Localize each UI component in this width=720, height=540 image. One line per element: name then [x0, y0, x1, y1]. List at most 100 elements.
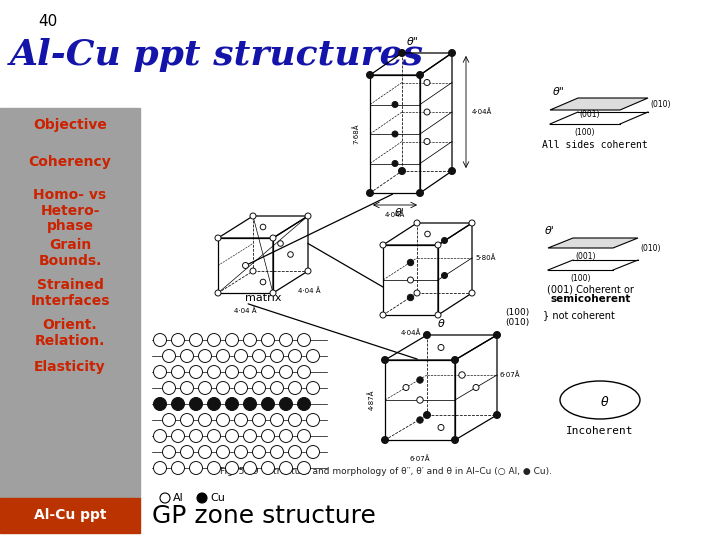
- Circle shape: [243, 334, 256, 347]
- Text: 6·07Å: 6·07Å: [410, 455, 431, 462]
- Circle shape: [225, 429, 238, 442]
- Circle shape: [416, 190, 423, 197]
- Circle shape: [207, 334, 220, 347]
- Circle shape: [217, 381, 230, 395]
- Circle shape: [217, 446, 230, 458]
- Circle shape: [414, 290, 420, 296]
- Circle shape: [199, 381, 212, 395]
- Circle shape: [392, 102, 398, 107]
- Circle shape: [199, 446, 212, 458]
- Circle shape: [197, 493, 207, 503]
- Circle shape: [424, 79, 430, 85]
- Text: (001): (001): [580, 111, 600, 119]
- Circle shape: [207, 366, 220, 379]
- Text: θ: θ: [438, 319, 444, 329]
- Circle shape: [305, 213, 311, 219]
- Text: 4·04Å: 4·04Å: [400, 329, 420, 336]
- Circle shape: [438, 424, 444, 430]
- Circle shape: [271, 414, 284, 427]
- Circle shape: [235, 446, 248, 458]
- Text: Incoherent: Incoherent: [566, 426, 634, 436]
- Text: 4·04 Å: 4·04 Å: [299, 287, 321, 294]
- Circle shape: [279, 334, 292, 347]
- Text: 40: 40: [38, 14, 58, 29]
- Text: All sides coherent: All sides coherent: [542, 140, 648, 150]
- Text: } not coherent: } not coherent: [543, 310, 615, 320]
- Circle shape: [217, 414, 230, 427]
- Circle shape: [261, 429, 274, 442]
- Circle shape: [189, 429, 202, 442]
- Text: 4·04Å: 4·04Å: [472, 109, 492, 116]
- Circle shape: [414, 220, 420, 226]
- Circle shape: [398, 167, 405, 174]
- Text: θ: θ: [601, 395, 609, 408]
- Circle shape: [253, 349, 266, 362]
- Circle shape: [441, 238, 448, 244]
- Circle shape: [380, 312, 386, 318]
- Circle shape: [261, 397, 274, 410]
- Circle shape: [441, 273, 448, 279]
- Circle shape: [392, 131, 398, 137]
- Text: (010): (010): [505, 318, 530, 327]
- Text: 6·07Å: 6·07Å: [500, 372, 521, 379]
- Circle shape: [459, 372, 465, 378]
- Circle shape: [408, 259, 414, 266]
- Circle shape: [243, 429, 256, 442]
- Circle shape: [297, 397, 310, 410]
- Text: (100): (100): [570, 274, 590, 283]
- Text: 4·04 Å: 4·04 Å: [234, 307, 257, 314]
- Circle shape: [438, 345, 444, 350]
- Circle shape: [423, 411, 431, 418]
- Text: θ": θ": [553, 87, 565, 97]
- Circle shape: [366, 71, 374, 78]
- Circle shape: [163, 414, 176, 427]
- Circle shape: [225, 366, 238, 379]
- Circle shape: [380, 242, 386, 248]
- Polygon shape: [548, 238, 638, 248]
- Circle shape: [289, 446, 302, 458]
- Circle shape: [243, 462, 256, 475]
- Text: Objective: Objective: [33, 118, 107, 132]
- Circle shape: [392, 160, 398, 166]
- Circle shape: [253, 381, 266, 395]
- Circle shape: [493, 411, 500, 418]
- Circle shape: [278, 241, 283, 246]
- Circle shape: [473, 384, 479, 390]
- Text: θ': θ': [395, 208, 405, 218]
- Circle shape: [153, 334, 166, 347]
- Circle shape: [199, 414, 212, 427]
- Circle shape: [288, 252, 293, 257]
- Circle shape: [408, 277, 413, 283]
- Circle shape: [305, 268, 311, 274]
- Text: Fig. 5.29   Structure and morphology of θ′′, θ′ and θ in Al–Cu (○ Al, ● Cu).: Fig. 5.29 Structure and morphology of θ′…: [220, 467, 552, 476]
- Circle shape: [189, 334, 202, 347]
- Circle shape: [417, 397, 423, 403]
- Text: 7·68Å: 7·68Å: [353, 124, 359, 144]
- Circle shape: [243, 262, 248, 268]
- Circle shape: [235, 414, 248, 427]
- Circle shape: [181, 414, 194, 427]
- Circle shape: [435, 312, 441, 318]
- Circle shape: [181, 446, 194, 458]
- Text: θ': θ': [545, 226, 554, 236]
- Circle shape: [171, 366, 184, 379]
- Circle shape: [207, 397, 220, 410]
- Text: (100): (100): [575, 128, 595, 137]
- Circle shape: [449, 167, 456, 174]
- Circle shape: [153, 429, 166, 442]
- Circle shape: [425, 231, 431, 237]
- Circle shape: [235, 381, 248, 395]
- Circle shape: [297, 334, 310, 347]
- Circle shape: [153, 366, 166, 379]
- Circle shape: [366, 190, 374, 197]
- Circle shape: [270, 235, 276, 241]
- Circle shape: [225, 462, 238, 475]
- Circle shape: [261, 334, 274, 347]
- Circle shape: [225, 397, 238, 410]
- Circle shape: [424, 138, 430, 145]
- Circle shape: [408, 294, 414, 301]
- Text: GP zone structure: GP zone structure: [152, 504, 376, 528]
- Circle shape: [199, 349, 212, 362]
- Circle shape: [493, 332, 500, 339]
- Circle shape: [469, 220, 475, 226]
